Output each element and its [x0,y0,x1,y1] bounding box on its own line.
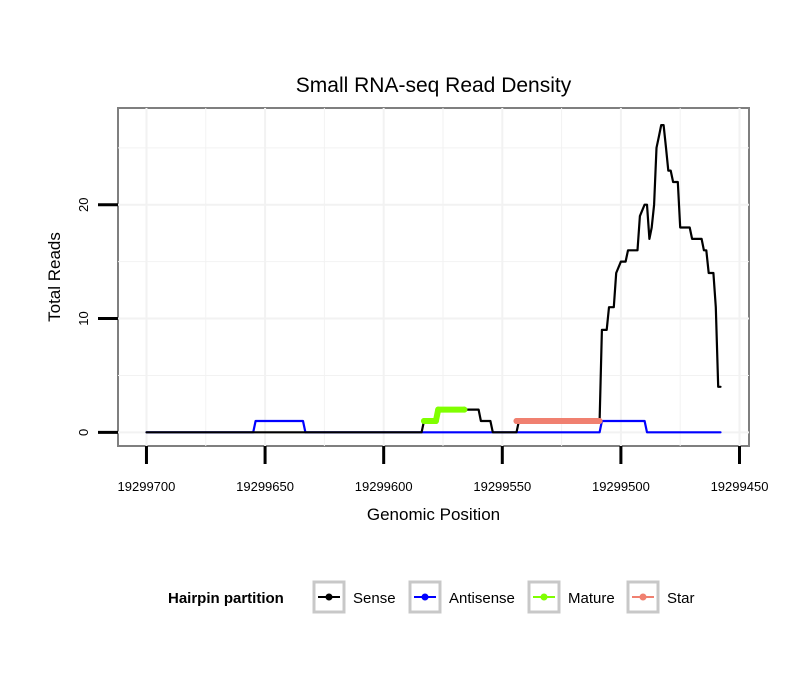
data-point-mature [421,417,428,424]
x-tick-label: 19299650 [236,479,294,494]
data-point-star [596,417,603,424]
x-tick-label: 19299600 [355,479,413,494]
series-line-mature [421,406,468,424]
x-tick-label: 19299450 [711,479,769,494]
y-axis-title: Total Reads [45,232,64,322]
data-point-mature [435,406,442,413]
x-tick-label: 19299700 [118,479,176,494]
y-tick-label: 20 [76,197,91,211]
x-tick-label: 19299550 [473,479,531,494]
legend-key-point [540,593,548,601]
legend-label-star: Star [667,590,695,607]
axis-ticks: 19299700 19299650 19299600 19299550 19299500… [76,197,768,494]
chart-title: Small RNA-seq Read Density [296,74,572,97]
legend: Hairpin partition Sense Antisense Mature St… [168,580,695,614]
series-line-sense [145,123,722,434]
legend-label-sense: Sense [353,590,396,607]
series-line-antisense [145,419,722,434]
legend-key-point [421,593,429,601]
legend-key-point [325,593,333,601]
legend-title: Hairpin partition [168,590,284,607]
x-axis-title: Genomic Position [367,505,500,524]
legend-label-antisense: Antisense [449,590,515,607]
legend-key-point [639,593,647,601]
y-tick-label: 0 [76,429,91,436]
data-point-mature [432,417,439,424]
legend-label-mature: Mature [568,590,615,607]
series-lines [145,123,722,434]
x-tick-label: 19299500 [592,479,650,494]
plot-panel [117,107,750,447]
data-point-star [513,417,520,424]
y-tick-label: 10 [76,311,91,325]
data-point-mature [461,406,468,413]
